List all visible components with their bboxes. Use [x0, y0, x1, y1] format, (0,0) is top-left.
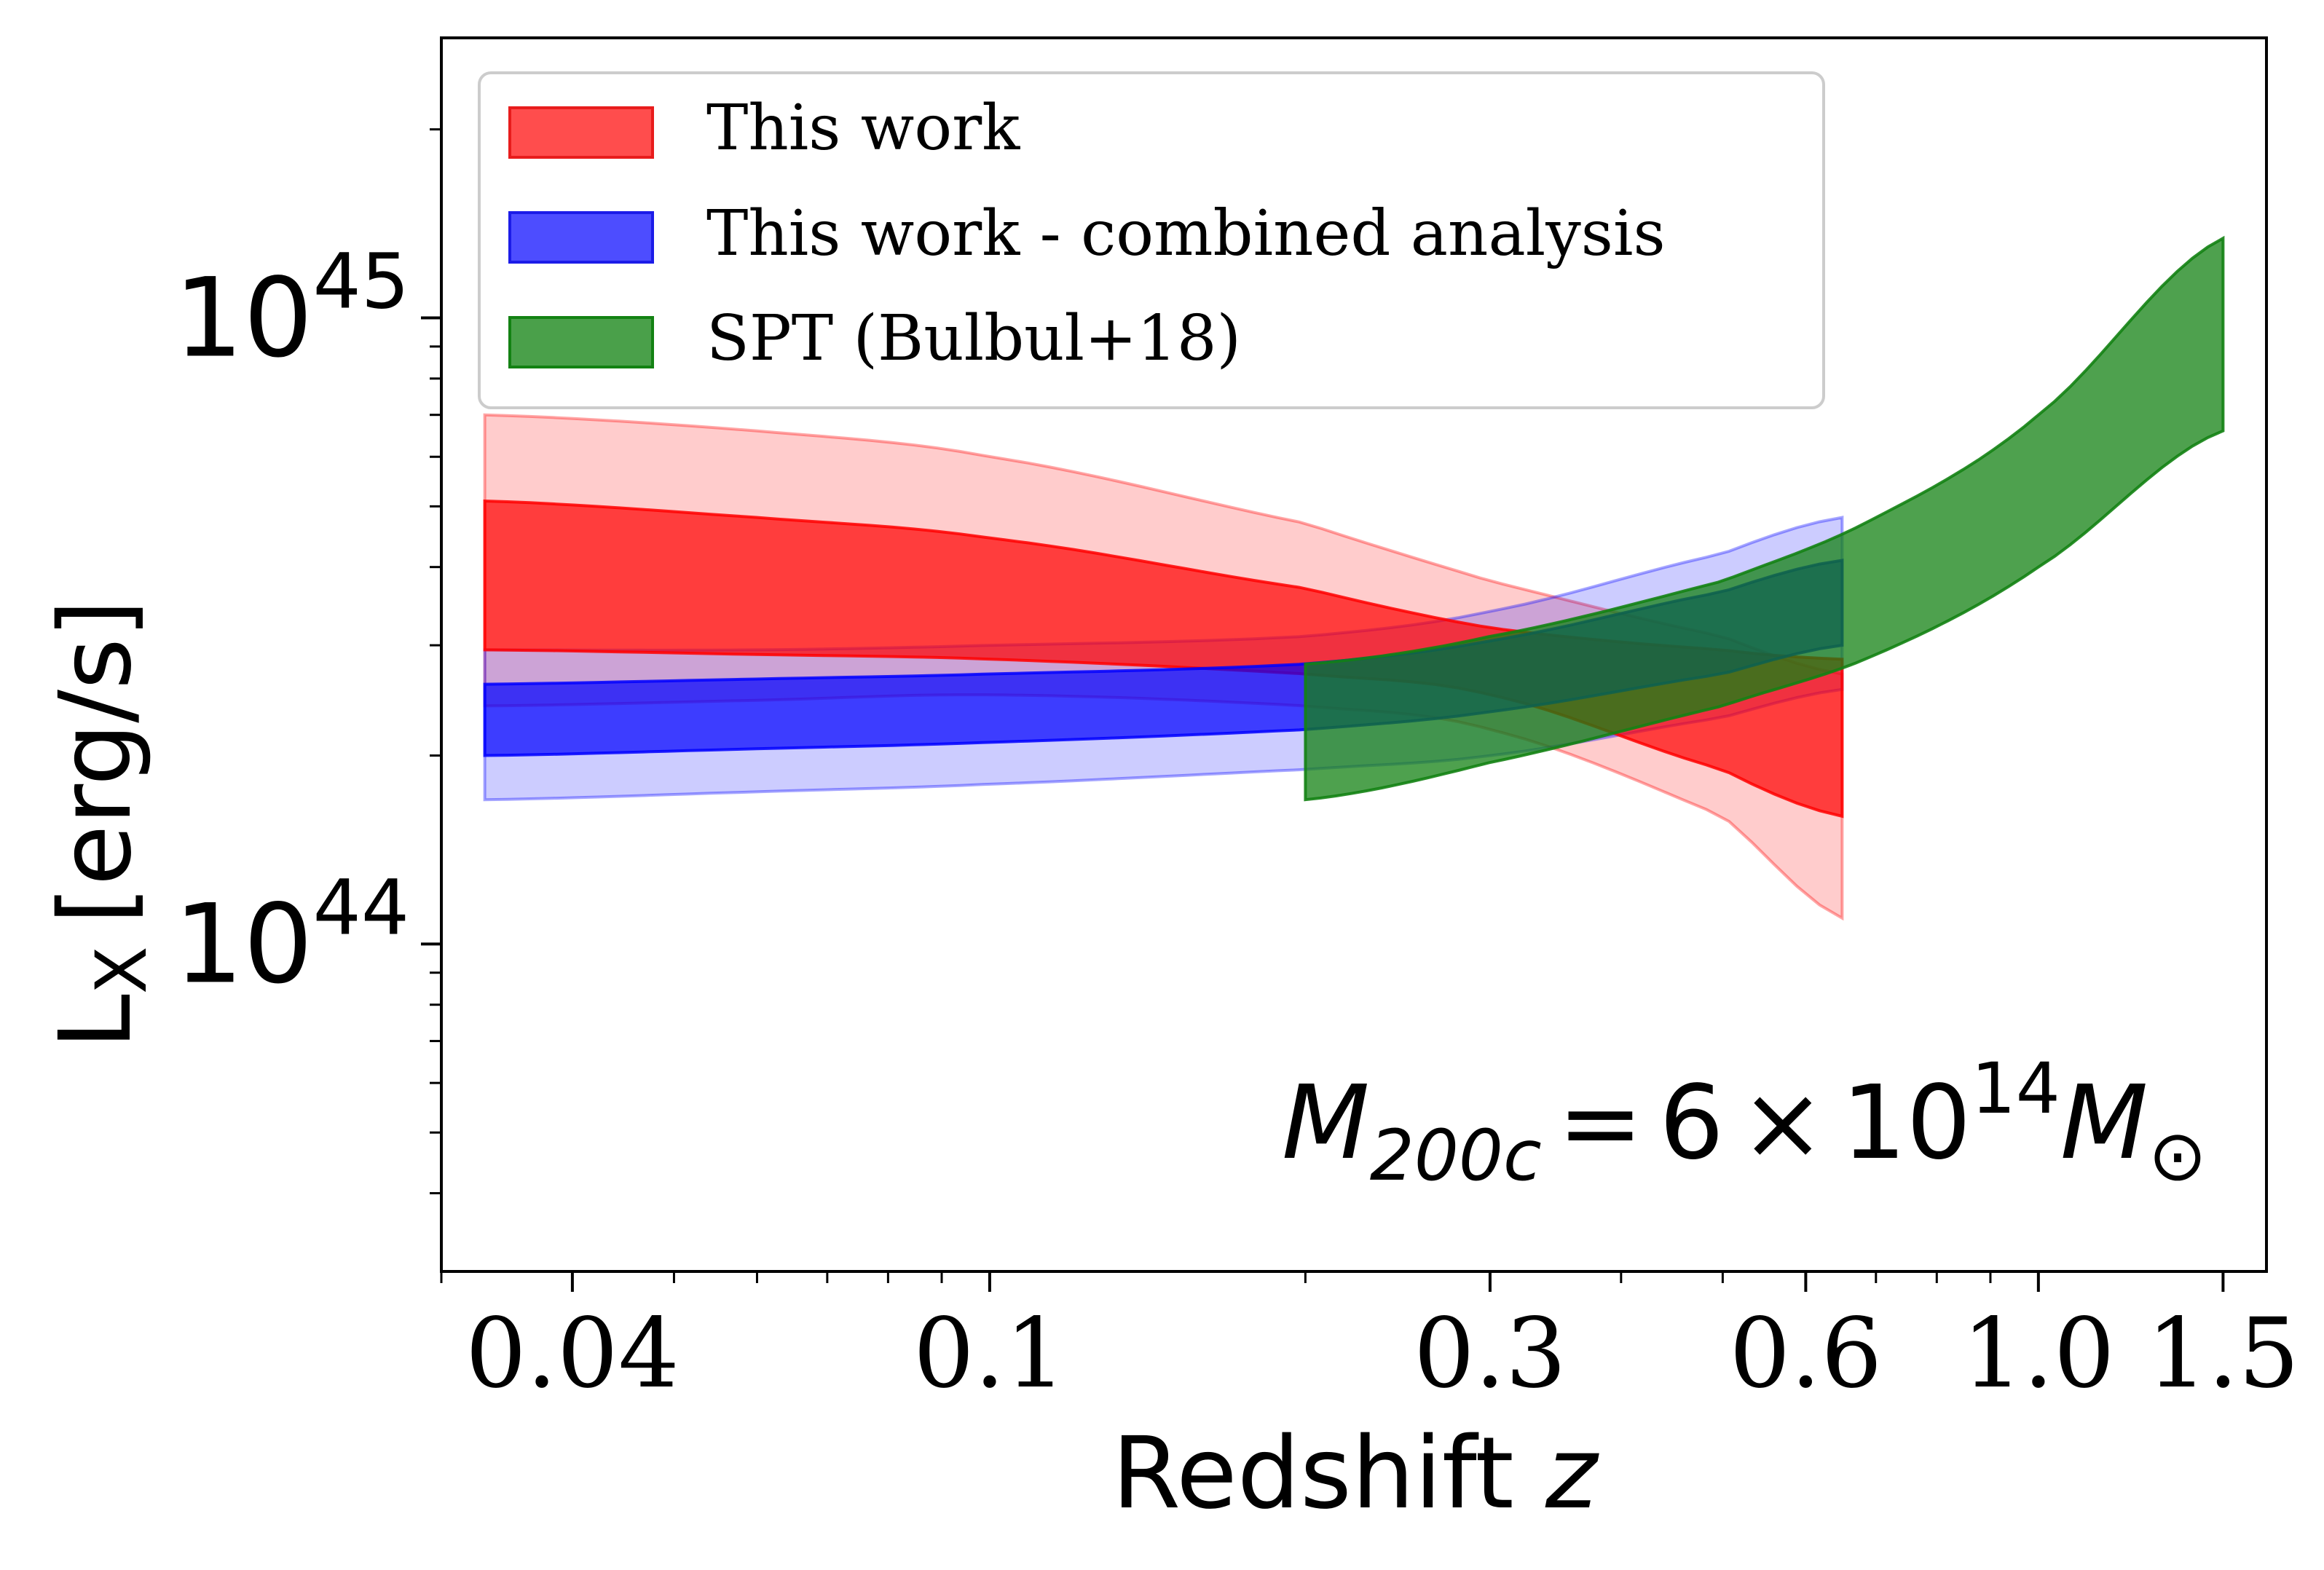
y-axis-label-text: L [39, 994, 154, 1049]
x-tick-label: 0.1 [913, 1298, 1066, 1410]
x-axis-label: Redshift z [1112, 1416, 1599, 1531]
annotation-rhs: M [2060, 1064, 2148, 1183]
legend-label-combined: This work - combined analysis [706, 197, 1666, 270]
y-tick-label: 1045 [174, 237, 409, 382]
x-tick-label: 0.04 [465, 1298, 680, 1410]
legend: This work This work - combined analysis … [478, 71, 1825, 409]
y-axis-label-unit: [erg/s] [39, 599, 154, 924]
legend-frame [478, 71, 1825, 409]
y-tick-label: 1044 [174, 863, 409, 1008]
x-tick-label: 1.5 [2146, 1298, 2299, 1410]
band-layer [483, 235, 2225, 921]
legend-swatch-spt [508, 316, 654, 368]
annotation-base: 10 [1841, 1064, 1971, 1183]
y-axis: 1044 1045 [174, 128, 441, 1195]
legend-swatch-this-work [508, 106, 654, 159]
annotation-coef: 6 [1659, 1064, 1724, 1183]
y-axis-label: LX [erg/s] [39, 599, 162, 1049]
annotation-lhs-sub: 200c [1370, 1115, 1542, 1196]
y-axis-label-sub: X [81, 946, 162, 994]
legend-label-spt: SPT (Bulbul+18) [706, 302, 1241, 375]
annotation-rhs-sub: ⊙ [2148, 1115, 2207, 1196]
band-spt-bulbul-18 [1304, 235, 2225, 802]
annotation-exp: 14 [1972, 1048, 2060, 1129]
x-tick-label: 0.3 [1414, 1298, 1567, 1410]
annotation-lhs: M [1282, 1064, 1370, 1183]
legend-swatch-combined [508, 211, 654, 264]
mass-annotation: M200c = 6 × 1014M⊙ [1282, 1048, 2207, 1196]
x-tick-label: 0.6 [1729, 1298, 1882, 1410]
x-axis-label-text: Redshift [1112, 1416, 1514, 1531]
plot-frame [440, 36, 2268, 1273]
x-tick-label: 1.0 [1962, 1298, 2115, 1410]
annotation-equals: = [1558, 1064, 1643, 1183]
legend-label-this-work: This work [706, 92, 1020, 165]
x-axis: 0.04 0.1 0.3 0.6 1.0 1.5 [440, 1271, 2299, 1410]
x-axis-label-var: z [1545, 1416, 1599, 1531]
band-this-work [483, 499, 1844, 818]
annotation-times: × [1740, 1064, 1825, 1183]
